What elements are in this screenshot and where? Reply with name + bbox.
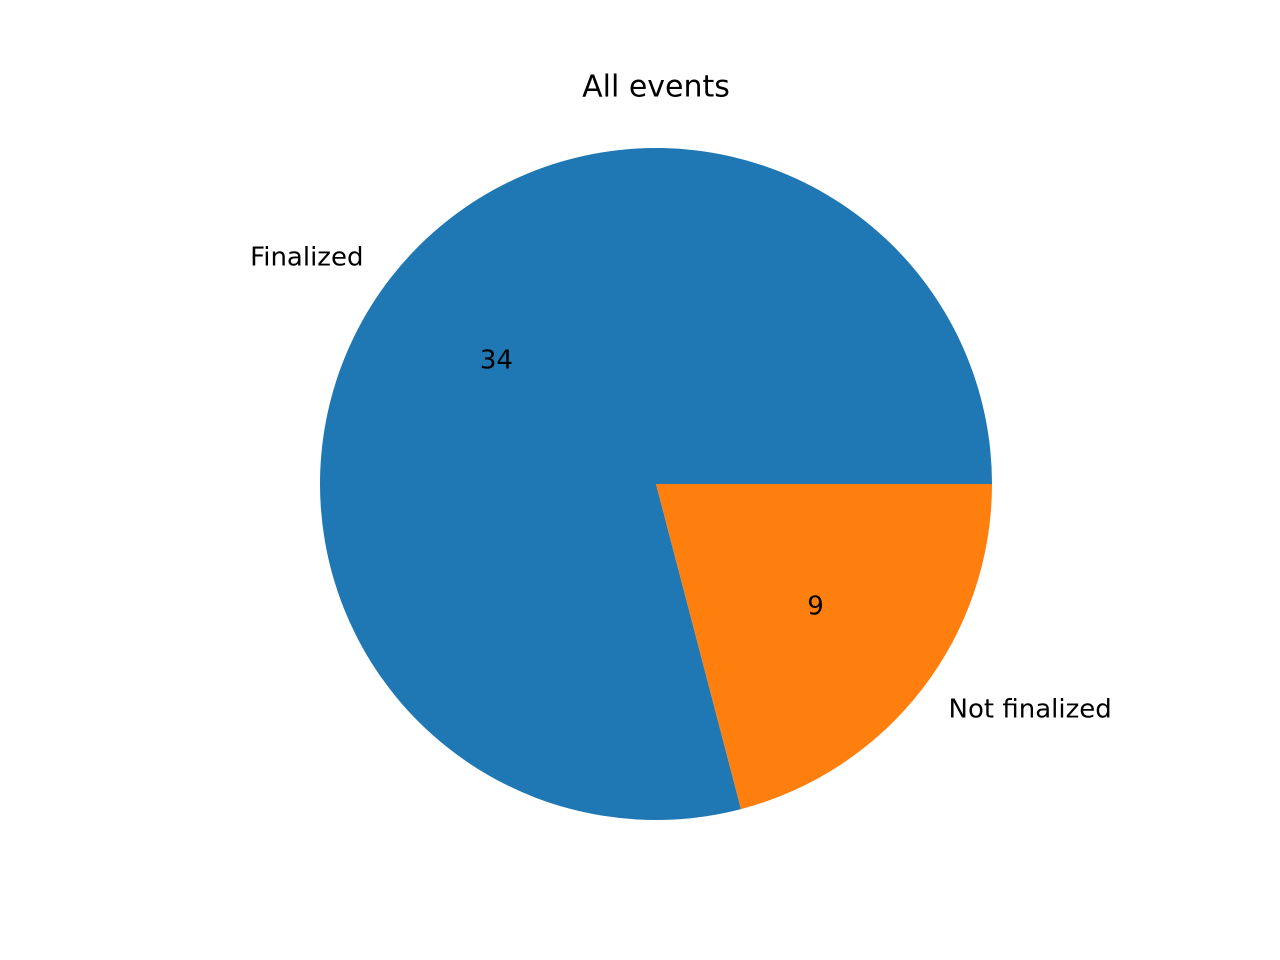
pie-labels: Finalized 34 Not finalized 9 (250, 243, 1112, 725)
pie-slice-finalized (319, 148, 992, 821)
slice-label-not-finalized: Not finalized (949, 694, 1112, 724)
slice-label-finalized: Finalized (250, 243, 363, 273)
slice-value-label-not-finalized: 9 (807, 592, 824, 622)
chart-title: All events (582, 70, 730, 105)
pie-slice-not-finalized (656, 484, 992, 810)
pie-slices (319, 148, 992, 821)
slice-value-label-finalized: 34 (480, 345, 513, 375)
